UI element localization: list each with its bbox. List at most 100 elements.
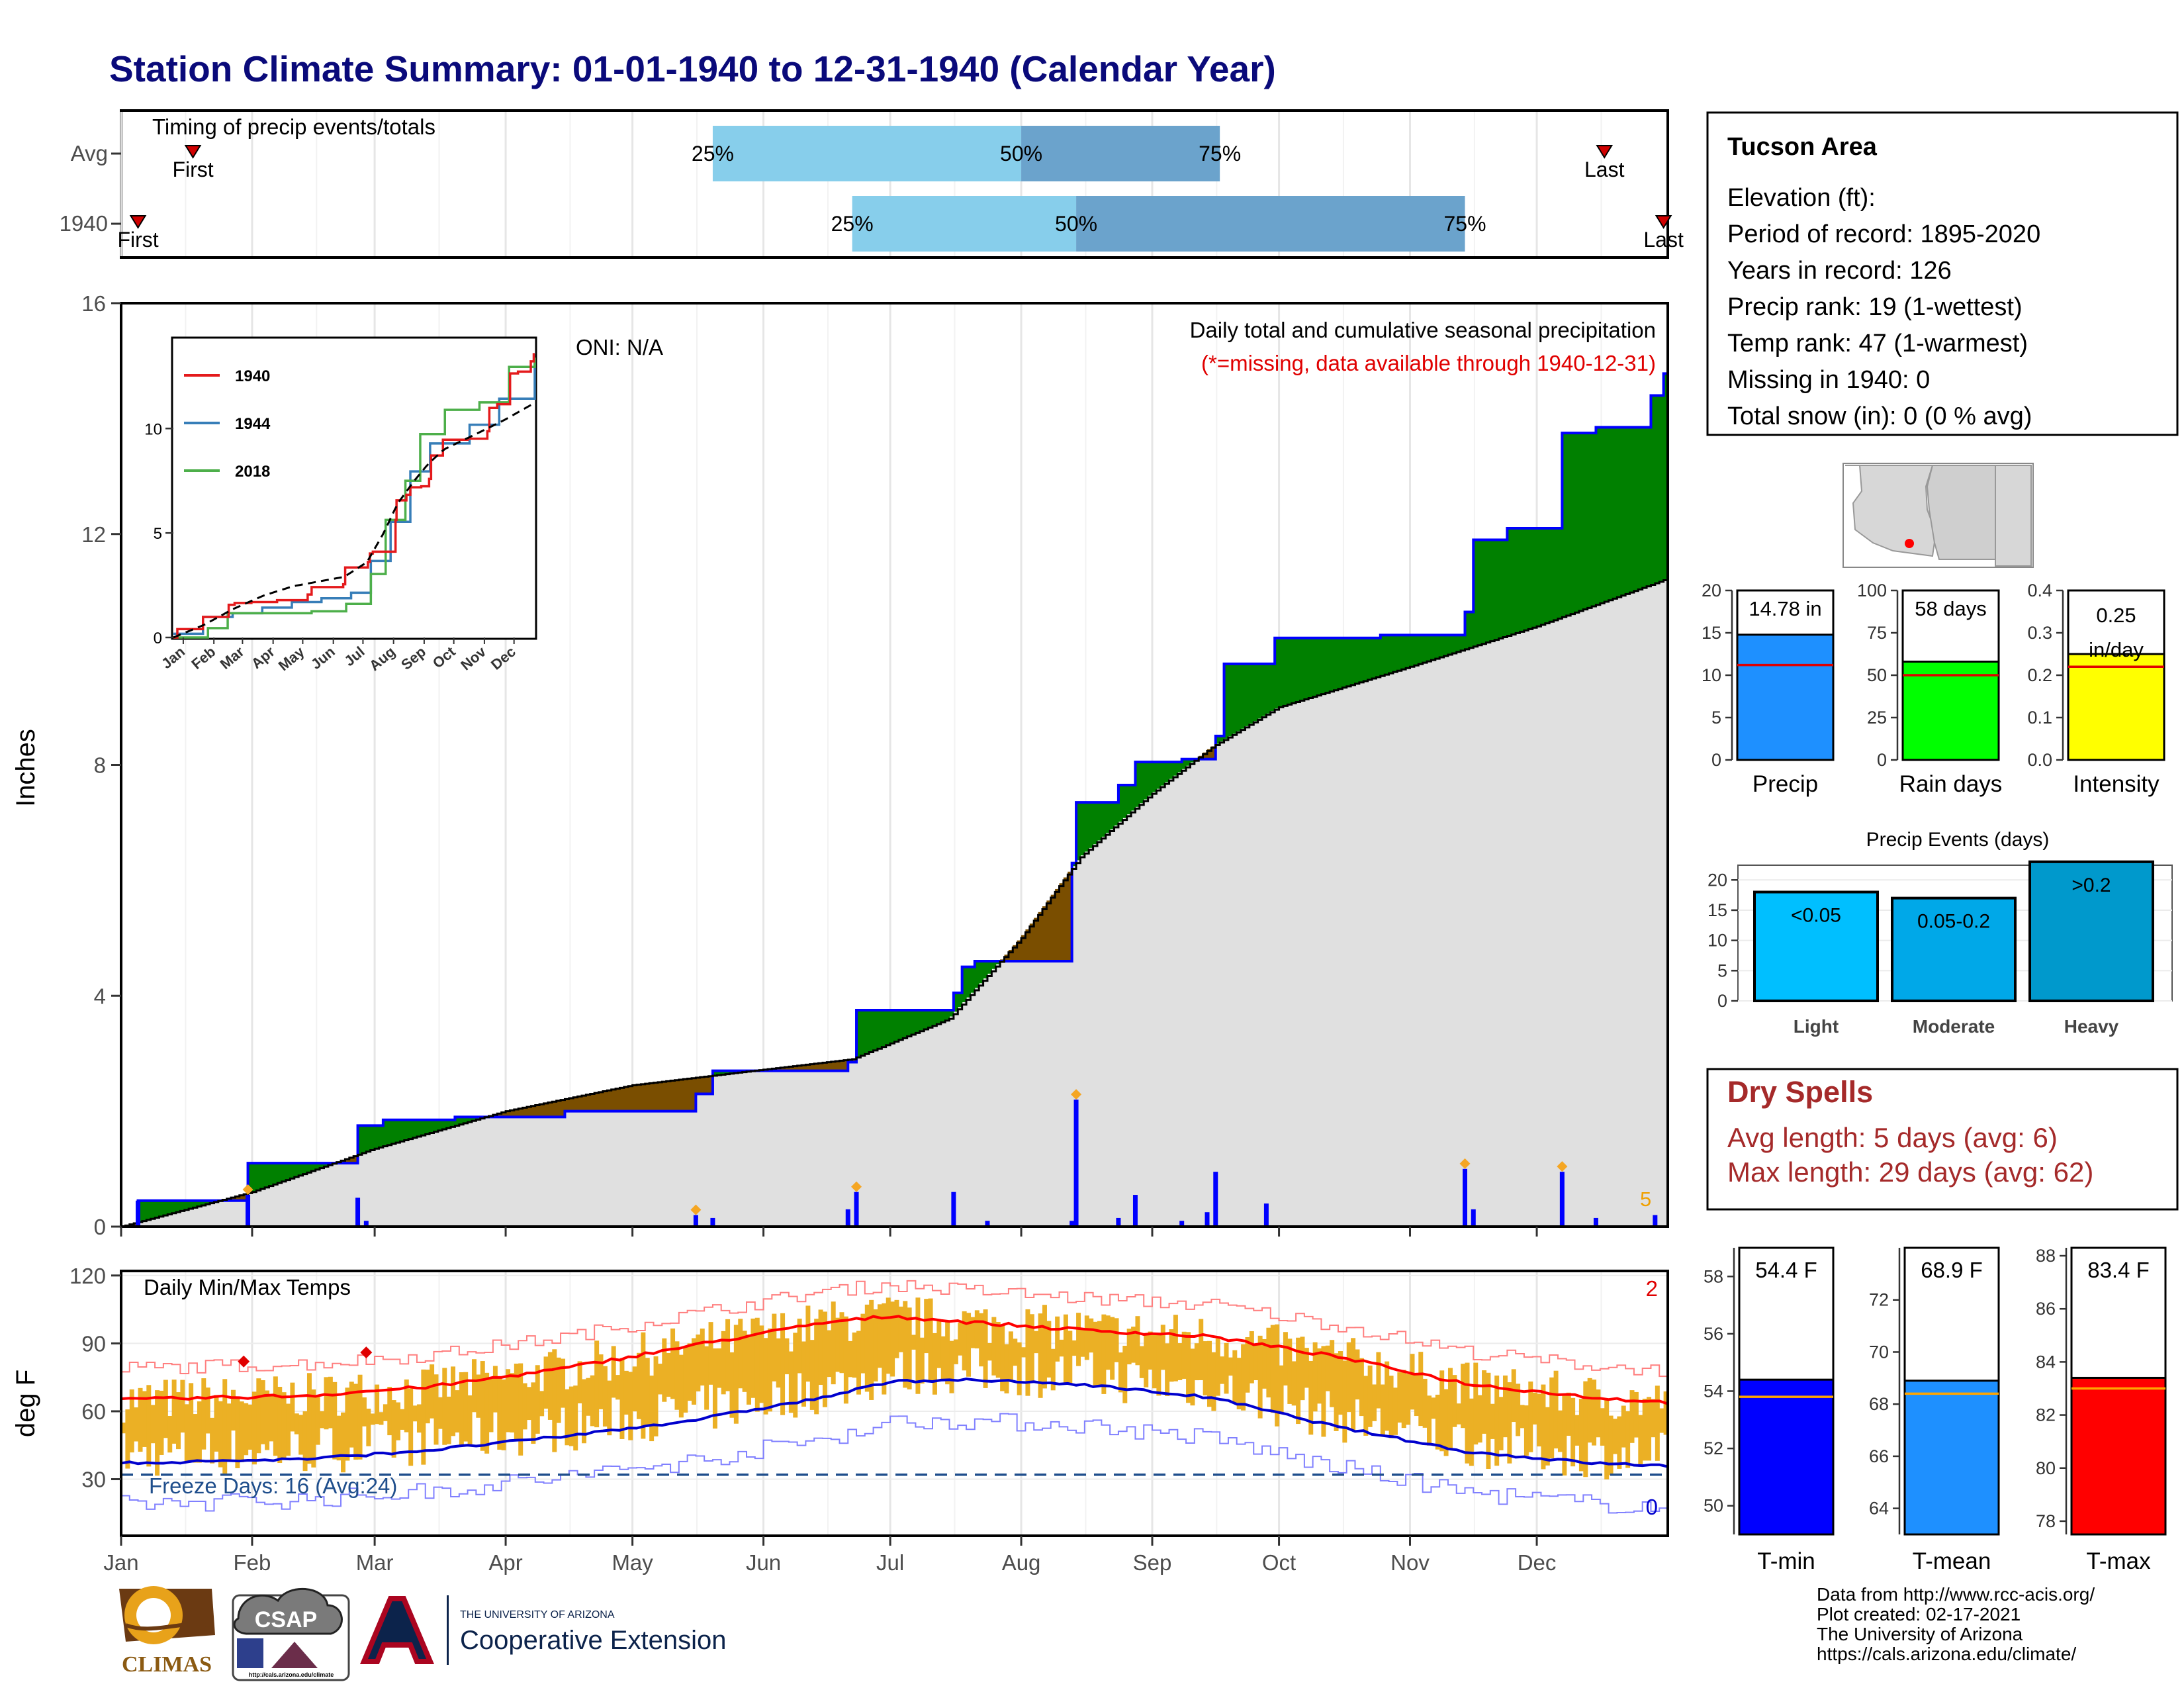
events-bar-label: <0.05 [1791, 905, 1841, 927]
daily-temp-bar [379, 1412, 384, 1425]
daily-temp-bar [831, 1301, 836, 1385]
daily-temp-bar [569, 1386, 574, 1446]
surplus-band [860, 1010, 866, 1055]
surplus-band [357, 1125, 363, 1154]
info-line-3: Precip rank: 19 (1-wettest) [1727, 293, 2023, 321]
daily-temp-bar [1482, 1370, 1487, 1434]
surplus-band [873, 1010, 878, 1050]
daily-temp-bar [1633, 1391, 1639, 1438]
daily-temp-bar [1008, 1331, 1013, 1381]
surplus-band [400, 1119, 405, 1141]
daily-temp-bar [1443, 1389, 1449, 1456]
daily-temp-bar [1144, 1335, 1149, 1387]
daily-temp-bar [193, 1414, 198, 1463]
deficit-band [827, 1062, 832, 1071]
surplus-band [1139, 762, 1144, 804]
daily-temp-bar [134, 1407, 139, 1442]
daily-temp-bar [1021, 1347, 1026, 1358]
surplus-band [1392, 635, 1398, 672]
events-tick-label: 10 [1707, 931, 1727, 951]
deficit-band [581, 1095, 586, 1111]
deficit-band [852, 1058, 857, 1062]
daily-temp-bar [349, 1382, 354, 1448]
daily-temp-bar [361, 1397, 367, 1427]
deficit-band [641, 1084, 646, 1111]
daily-temp-bar [1388, 1376, 1394, 1438]
events-bar-heavy [2028, 860, 2154, 1003]
logos: CLIMAS CSAP http://cals.arizona.edu/clim… [119, 1586, 726, 1681]
daily-temp-bar [1186, 1332, 1191, 1403]
daily-temp-bar [256, 1378, 261, 1454]
record-precip-marker [1459, 1158, 1471, 1169]
oni-label: ONI: N/A [576, 335, 663, 359]
daily-temp-bar [484, 1372, 490, 1454]
surplus-band [1270, 663, 1275, 712]
daily-temp-bar [725, 1319, 731, 1391]
surplus-band [459, 1117, 464, 1124]
daily-temp-bar [809, 1340, 815, 1410]
daily-temp-bar [696, 1335, 701, 1391]
mini-bar-label: Intensity [2073, 771, 2160, 797]
deficit-band [797, 1065, 802, 1071]
daily-temp-bar [949, 1340, 954, 1393]
surplus-band [953, 992, 958, 1012]
daily-temp-bar [1063, 1314, 1068, 1384]
daily-temp-bar [670, 1328, 676, 1399]
daily-temp-bar [772, 1313, 777, 1382]
daily-temp-bar [408, 1388, 414, 1466]
deficit-band [653, 1082, 659, 1111]
daily-temp-bar [273, 1376, 278, 1456]
daily-temp-bar [1557, 1410, 1563, 1452]
daily-temp-bar [721, 1331, 726, 1395]
surplus-band [1562, 433, 1567, 617]
surplus-band [433, 1119, 439, 1131]
daily-temp-bar [1283, 1332, 1288, 1385]
deficit-band [818, 1062, 823, 1071]
daily-temp-bar [1511, 1369, 1516, 1423]
daily-temp-bar [421, 1369, 426, 1465]
daily-temp-bar [1469, 1398, 1474, 1466]
daily-temp-bar [1055, 1316, 1060, 1362]
daily-temp-bar [1236, 1358, 1242, 1410]
month-label-mar: Mar [356, 1550, 394, 1575]
temp-summary-tick-label: 86 [2036, 1299, 2056, 1319]
surplus-band [437, 1119, 443, 1130]
surplus-band [966, 966, 972, 998]
surplus-band [1549, 528, 1555, 622]
deficit-band [1207, 749, 1212, 759]
daily-temp-bar [1367, 1365, 1373, 1427]
daily-temp-bar [180, 1380, 185, 1433]
daily-temp-bar [1380, 1384, 1385, 1436]
events-tick-label: 20 [1707, 870, 1727, 890]
surplus-band [306, 1163, 312, 1172]
surplus-band [1346, 637, 1351, 686]
deficit-band [666, 1080, 671, 1111]
surplus-band [1186, 759, 1191, 766]
daily-temp-bar [341, 1412, 346, 1473]
precip-missing-note: (*=missing, data available through 1940-… [1201, 351, 1656, 375]
surplus-band [1160, 762, 1165, 786]
last-event-marker [1655, 215, 1672, 229]
daily-temp-bar [1612, 1419, 1617, 1454]
temp-summary-value-label: 68.9 F [1921, 1258, 1983, 1282]
month-label-apr: Apr [488, 1550, 522, 1575]
daily-temp-bar [1642, 1398, 1647, 1461]
last-event-label: Last [1584, 158, 1625, 181]
daily-temp-bar [1498, 1397, 1504, 1450]
temp-y-tick-label: 30 [81, 1468, 106, 1492]
deficit-band [1046, 900, 1052, 961]
deficit-band [1055, 888, 1060, 961]
surplus-band [717, 1070, 722, 1075]
surplus-band [446, 1119, 451, 1128]
daily-temp-bar [1249, 1331, 1254, 1383]
daily-temp-bar [357, 1374, 363, 1460]
daily-precip-bar [246, 1195, 251, 1227]
surplus-band [890, 1010, 895, 1043]
deficit-band [1017, 940, 1022, 961]
mini-tick-label: 0.0 [2027, 750, 2052, 770]
deficit-band [831, 1061, 836, 1071]
surplus-band [1232, 663, 1238, 734]
surplus-band [251, 1163, 257, 1192]
daily-temp-bar [1355, 1349, 1360, 1400]
